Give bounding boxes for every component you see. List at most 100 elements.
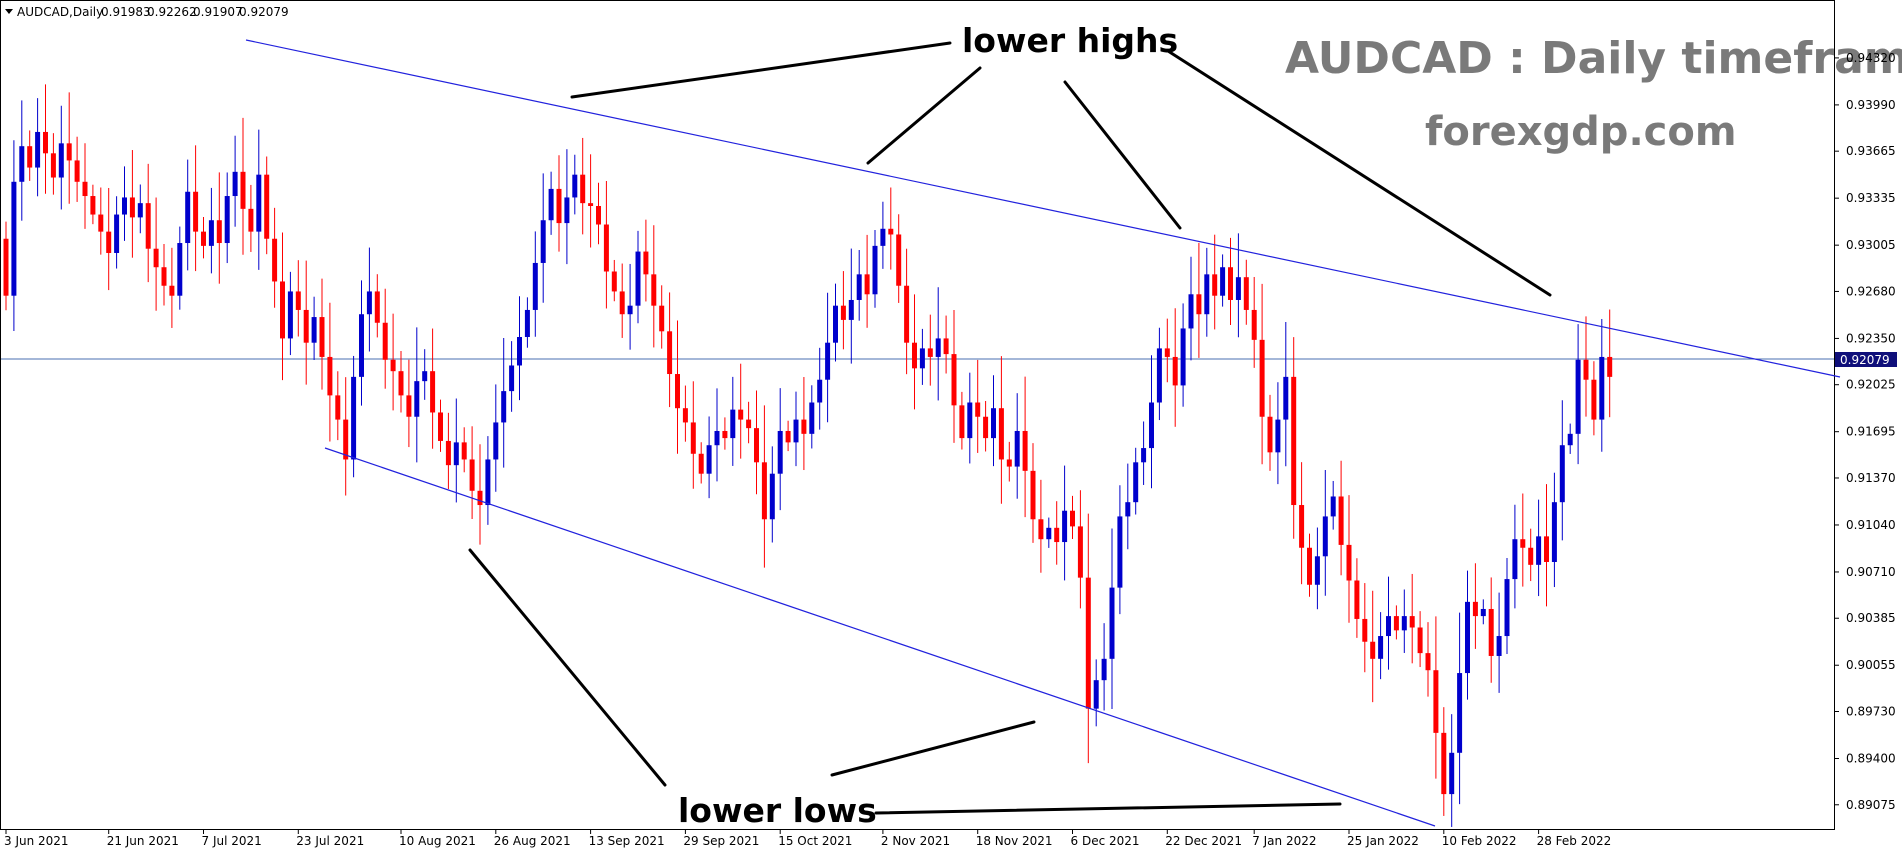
x-tick-label: 2 Nov 2021 bbox=[881, 834, 950, 848]
candle bbox=[1330, 480, 1336, 530]
price-axis[interactable]: 0.94320 0.93990 0.93665 0.93335 0.93005 0.926… bbox=[1834, 51, 1896, 812]
candle-body bbox=[1038, 519, 1044, 540]
candle-body bbox=[659, 305, 665, 332]
candle-body bbox=[366, 291, 372, 315]
candle bbox=[445, 412, 451, 490]
candle-body bbox=[430, 371, 436, 413]
candle-body bbox=[1504, 579, 1510, 637]
candle bbox=[453, 398, 459, 503]
candle-body bbox=[603, 224, 609, 272]
candle-body bbox=[208, 220, 214, 246]
candle-body bbox=[414, 381, 420, 417]
candle bbox=[50, 133, 56, 195]
candle-body bbox=[714, 430, 720, 446]
candle bbox=[896, 214, 902, 303]
symbol-label: AUDCAD,Daily bbox=[17, 5, 103, 19]
candle-body bbox=[1575, 359, 1581, 434]
current-price-box bbox=[1835, 352, 1897, 367]
candle bbox=[264, 156, 270, 255]
candle-body bbox=[232, 171, 238, 197]
candle bbox=[287, 271, 293, 356]
candle bbox=[1085, 513, 1091, 764]
candle bbox=[169, 247, 175, 328]
candle-body bbox=[58, 143, 64, 178]
candle-body bbox=[1030, 470, 1036, 520]
candle bbox=[177, 226, 183, 310]
watermark-title: AUDCAD : Daily timeframe bbox=[1285, 33, 1902, 84]
dropdown-triangle-icon[interactable] bbox=[5, 9, 13, 14]
candle-body bbox=[509, 365, 515, 392]
candle bbox=[406, 359, 412, 448]
y-tick-label: 0.93665 bbox=[1846, 144, 1896, 158]
candle bbox=[1291, 337, 1297, 539]
candle bbox=[1307, 533, 1312, 597]
candle bbox=[864, 234, 870, 328]
candle bbox=[1062, 465, 1068, 581]
y-tick-label: 0.93335 bbox=[1846, 191, 1896, 205]
upper-trendline[interactable] bbox=[245, 39, 1841, 378]
lower-trendline[interactable] bbox=[324, 447, 1436, 827]
candle-body bbox=[1567, 433, 1573, 446]
candle-body bbox=[848, 299, 854, 320]
candle bbox=[793, 391, 799, 467]
candle-body bbox=[201, 231, 206, 246]
candle bbox=[137, 184, 143, 234]
candle-body bbox=[1299, 505, 1305, 548]
candle-body bbox=[74, 160, 80, 182]
candle bbox=[943, 315, 949, 374]
candle bbox=[848, 248, 854, 364]
candle bbox=[1164, 318, 1170, 383]
candle bbox=[722, 417, 728, 450]
candle-body bbox=[1457, 673, 1463, 753]
candle-body bbox=[114, 214, 120, 253]
candle-body bbox=[596, 205, 601, 225]
candle-body bbox=[11, 181, 17, 296]
candle-body bbox=[1046, 527, 1052, 540]
candle-body bbox=[1599, 356, 1605, 420]
candle-body bbox=[532, 262, 538, 310]
candle-body bbox=[1220, 267, 1226, 296]
candle bbox=[469, 426, 475, 519]
candle-body bbox=[295, 291, 301, 310]
candle bbox=[1196, 242, 1202, 358]
candle bbox=[1117, 485, 1123, 615]
candle-body bbox=[1006, 459, 1012, 467]
candle-body bbox=[1180, 328, 1186, 386]
candle-body bbox=[1544, 536, 1549, 562]
candle-body bbox=[540, 220, 546, 263]
candle bbox=[935, 287, 941, 401]
candle-body bbox=[327, 356, 333, 396]
candle bbox=[485, 436, 491, 525]
candle bbox=[1544, 484, 1549, 607]
candle bbox=[556, 155, 562, 252]
candle-body bbox=[264, 174, 270, 239]
candle bbox=[1093, 659, 1099, 727]
candle-body bbox=[580, 174, 586, 204]
candle-body bbox=[1164, 348, 1170, 357]
candle bbox=[248, 184, 254, 252]
candle bbox=[1457, 612, 1463, 805]
time-axis[interactable]: 3 Jun 2021 21 Jun 2021 7 Jul 2021 23 Jul 20… bbox=[4, 830, 1611, 848]
candle bbox=[193, 145, 199, 272]
candle-body bbox=[106, 231, 112, 253]
candle-body bbox=[738, 409, 744, 420]
candle bbox=[35, 98, 41, 197]
candle-body bbox=[501, 391, 507, 423]
candle bbox=[651, 225, 657, 348]
candle bbox=[675, 320, 680, 454]
candle-body bbox=[240, 171, 246, 209]
candle bbox=[1030, 443, 1036, 543]
candle bbox=[1212, 234, 1218, 330]
candle-body bbox=[248, 208, 254, 232]
candle bbox=[643, 219, 649, 302]
candle-body bbox=[690, 422, 696, 454]
candle-body bbox=[1512, 539, 1518, 580]
x-tick-label: 26 Aug 2021 bbox=[494, 834, 571, 848]
candle bbox=[967, 372, 973, 464]
x-tick-label: 23 Jul 2021 bbox=[296, 834, 364, 848]
annotation-arrows bbox=[468, 41, 1552, 815]
candle bbox=[240, 117, 246, 255]
candle bbox=[919, 328, 925, 385]
candle-body bbox=[129, 197, 135, 218]
